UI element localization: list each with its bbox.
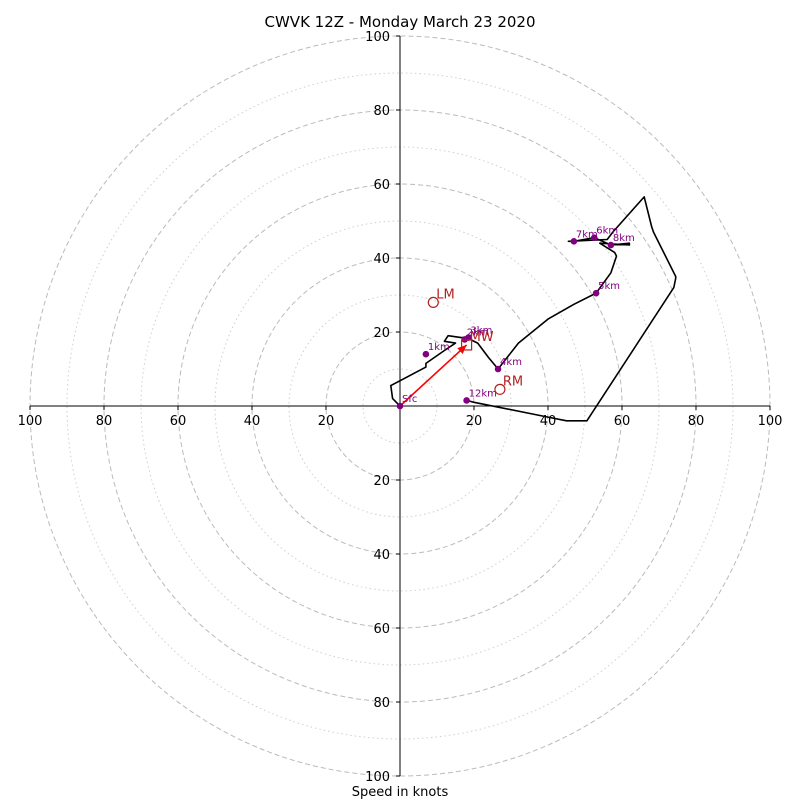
height-label-6km: 6km	[596, 226, 618, 237]
height-label-5km: 5km	[598, 281, 620, 292]
x-axis-label: Speed in knots	[352, 785, 449, 800]
chart-title: CWVK 12Z - Monday March 23 2020	[265, 13, 536, 31]
y-tick-label: 100	[365, 770, 390, 785]
height-label-1km: 1km	[428, 342, 450, 353]
height-label-4km: 4km	[500, 357, 522, 368]
motion-label-rm: RM	[503, 374, 523, 389]
y-tick-label: 20	[373, 474, 390, 489]
x-tick-label: 20	[318, 414, 335, 429]
height-point-3km	[465, 334, 472, 341]
y-tick-label: 40	[373, 548, 390, 563]
y-tick-label: 40	[373, 252, 390, 267]
x-tick-label: 60	[614, 414, 631, 429]
height-point-6km	[590, 234, 598, 241]
y-tick-label: 60	[373, 178, 390, 193]
x-tick-label: 80	[688, 414, 705, 429]
height-label-3km: 3km	[470, 326, 492, 337]
y-tick-label: 100	[365, 30, 390, 45]
height-point-1km	[422, 350, 430, 358]
height-point-7km	[570, 238, 578, 245]
y-tick-label: 20	[373, 326, 390, 341]
height-point-4km	[494, 365, 502, 373]
motion-marker-mw	[461, 339, 473, 351]
motion-marker-rm	[494, 383, 506, 395]
height-point-12km	[463, 397, 470, 404]
storm-motion-markers: LM RM MW	[427, 287, 523, 395]
height-label-8km: 8km	[613, 233, 635, 244]
height-point-sfc	[396, 402, 404, 410]
y-tick-labels: 100 80 60 40 20 20 40 60 80 100	[365, 30, 400, 785]
height-label-2km: 2km	[467, 327, 489, 338]
x-tick-label: 80	[96, 414, 113, 429]
height-label-sfc: Sfc	[402, 394, 417, 405]
x-tick-label: 20	[466, 414, 483, 429]
x-tick-label: 60	[170, 414, 187, 429]
y-tick-label: 60	[373, 622, 390, 637]
height-point-5km	[592, 289, 600, 297]
height-point-8km	[607, 241, 615, 249]
y-tick-label: 80	[373, 104, 390, 119]
x-tick-label: 100	[758, 414, 783, 429]
height-label-12km: 12km	[469, 388, 497, 399]
y-tick-label: 80	[373, 696, 390, 711]
motion-label-mw: MW	[470, 330, 494, 345]
x-tick-label: 40	[244, 414, 261, 429]
hodograph-trace-group	[389, 196, 677, 422]
hodograph-trace	[389, 196, 677, 422]
shear-vector-line	[399, 344, 468, 407]
x-tick-label: 100	[18, 414, 43, 429]
motion-marker-lm	[427, 296, 439, 308]
height-label-7km: 7km	[576, 229, 598, 240]
motion-label-lm: LM	[436, 287, 454, 302]
